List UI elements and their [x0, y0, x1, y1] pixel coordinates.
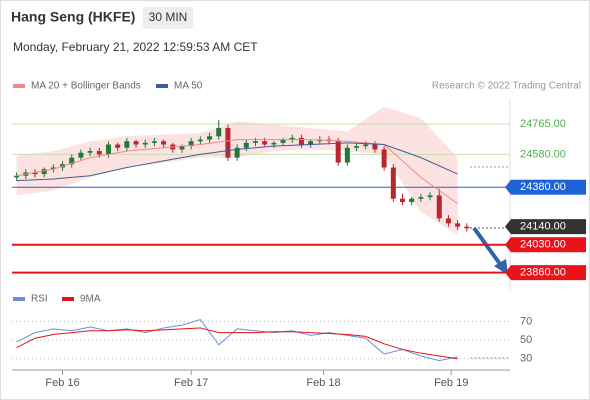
- candle-body: [445, 218, 451, 224]
- candle-body: [234, 147, 240, 158]
- candle-body: [363, 144, 369, 147]
- candle-body: [207, 136, 213, 140]
- arrow-head: [494, 259, 508, 275]
- candle-body: [418, 197, 424, 199]
- level-box-tip: [505, 237, 511, 253]
- candle-body: [151, 141, 157, 143]
- candle-body: [96, 151, 102, 155]
- rsi-line: [16, 327, 458, 360]
- candle-body: [124, 141, 130, 148]
- candle-body: [197, 139, 203, 142]
- interval[interactable]: 30 MIN: [149, 10, 188, 24]
- candle-body: [354, 146, 360, 148]
- level-box-tip: [505, 219, 511, 235]
- legend-swatch: [156, 84, 168, 88]
- candle-body: [142, 142, 148, 145]
- candle-body: [179, 146, 185, 150]
- ma-line: [16, 142, 458, 182]
- y-tick-label: 50: [520, 334, 532, 346]
- candle-body: [115, 144, 121, 148]
- candle-body: [41, 169, 47, 175]
- candle-body: [399, 198, 405, 202]
- candle-body: [252, 141, 258, 143]
- y-tick-label: 30: [520, 353, 532, 365]
- candle-body: [271, 142, 277, 145]
- level-box: [511, 237, 586, 253]
- level-box-tip: [505, 179, 511, 195]
- level-label: 24380.00: [520, 181, 566, 193]
- x-tick-label: Feb 16: [45, 377, 79, 389]
- y-tick-label: 70: [520, 315, 532, 327]
- candle-body: [381, 149, 387, 168]
- candle-body: [105, 144, 111, 155]
- candle-body: [161, 141, 167, 145]
- candle-body: [298, 137, 304, 145]
- candle-body: [427, 195, 433, 198]
- candle-body: [243, 142, 249, 148]
- level-label: 24030.00: [520, 239, 566, 251]
- level-box: [511, 265, 586, 281]
- rsi-line: [16, 318, 458, 362]
- legend-swatch: [13, 84, 25, 88]
- candle-body: [216, 128, 222, 137]
- credit: Research © 2022 Trading Central: [432, 81, 581, 92]
- candle-body: [262, 141, 268, 145]
- x-tick-label: Feb 18: [306, 377, 340, 389]
- candle-body: [188, 141, 194, 147]
- candle-body: [390, 167, 396, 199]
- legend-label: MA 20 + Bollinger Bands: [31, 81, 141, 92]
- candle-body: [78, 152, 84, 158]
- candle-body: [436, 195, 442, 219]
- candle-body: [225, 128, 231, 158]
- candle-body: [409, 198, 415, 202]
- level-label: 24765.00: [520, 118, 566, 130]
- candle-body: [455, 223, 461, 227]
- candle-body: [335, 141, 341, 163]
- legend-swatch: [62, 297, 74, 301]
- candle-body: [32, 172, 38, 175]
- candle-body: [87, 151, 93, 153]
- candle-body: [50, 167, 56, 170]
- x-tick-label: Feb 19: [434, 377, 468, 389]
- candle-body: [133, 141, 139, 145]
- candle-body: [14, 175, 20, 178]
- legend-label: RSI: [31, 294, 48, 305]
- arrow: [472, 226, 502, 266]
- candle-body: [464, 226, 470, 229]
- interval-chip[interactable]: [143, 7, 193, 29]
- legend-label: MA 50: [174, 81, 203, 92]
- legend-swatch: [13, 297, 25, 301]
- candle-body: [69, 157, 75, 165]
- level-label: 24580.00: [520, 148, 566, 160]
- candle-body: [308, 141, 314, 145]
- level-label: 24140.00: [520, 221, 566, 233]
- level-label: 23860.00: [520, 267, 566, 279]
- level-box: [511, 179, 586, 195]
- candle-body: [280, 139, 286, 143]
- candle-body: [372, 144, 378, 150]
- x-tick-label: Feb 17: [174, 377, 208, 389]
- candle-body: [344, 147, 350, 163]
- title: Hang Seng (HKFE): [11, 9, 135, 25]
- timestamp: Monday, February 21, 2022 12:59:53 AM CE…: [13, 40, 258, 54]
- level-box: [511, 219, 586, 235]
- level-box-tip: [505, 265, 511, 281]
- legend-label: 9MA: [80, 294, 101, 305]
- candle-body: [289, 137, 295, 140]
